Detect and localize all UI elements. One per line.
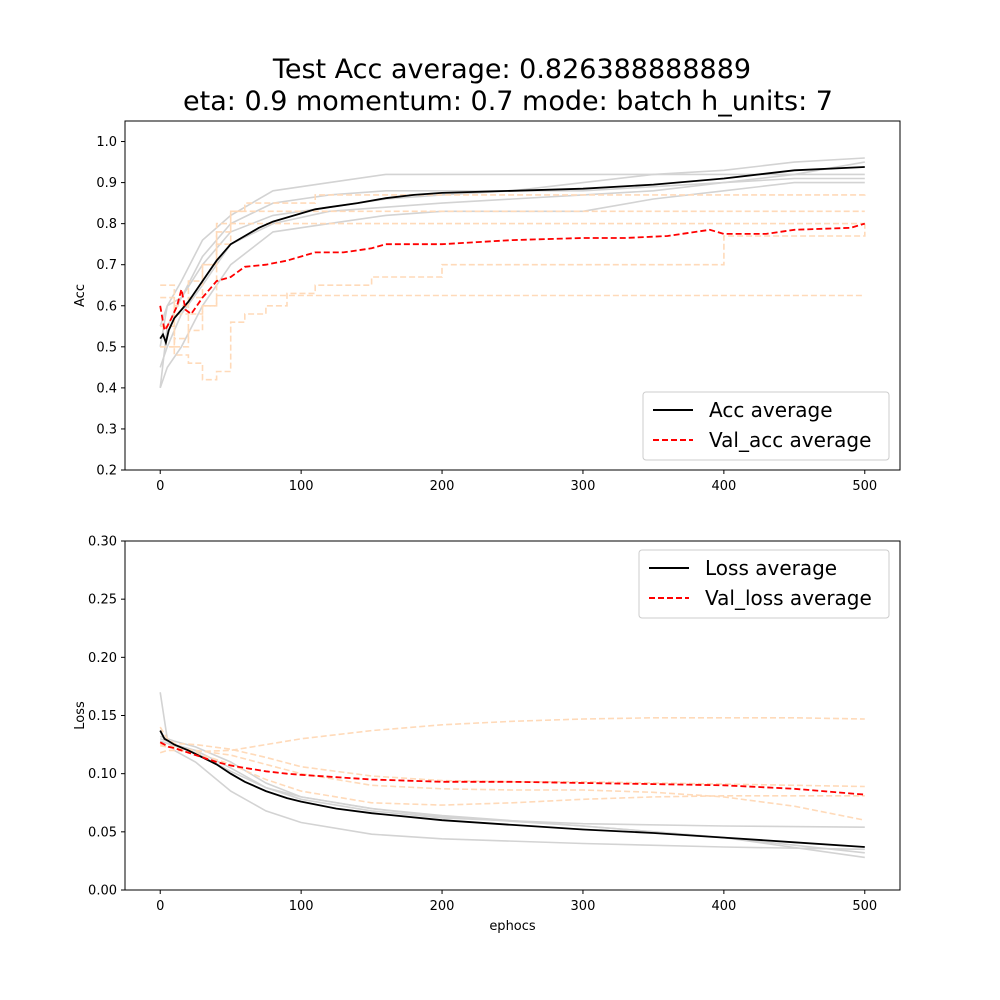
acc-y-tick-label: 0.7 <box>96 258 117 273</box>
acc-chart: 0 100 200 300 400 500 0.2 0.3 0.4 0.5 0.6 0.7 0.8 0.9… <box>73 120 901 494</box>
acc-y-axis-label: Acc <box>73 284 88 307</box>
acc-y-tick-label: 0.4 <box>96 381 117 396</box>
loss-chart: 0 100 200 300 400 500 0.00 0.05 0.10 0.15 0.20 0.25… <box>73 535 901 934</box>
loss-run-train-5-line <box>159 740 865 854</box>
loss-legend-label: Val_loss average <box>705 586 872 610</box>
loss-x-tick-label: 200 <box>430 899 455 914</box>
loss-y-tick-label: 0.30 <box>88 535 117 550</box>
acc-legend-box <box>642 391 890 461</box>
val-acc-average-line <box>159 222 866 333</box>
acc-x-tick-label: 100 <box>289 479 314 494</box>
acc-series-group <box>159 157 866 389</box>
loss-legend: Loss average Val_loss average <box>638 549 890 619</box>
loss-run-val-7-line <box>159 726 865 788</box>
loss-run-val-9-line <box>160 744 865 821</box>
loss-average-line <box>159 730 865 848</box>
acc-x-tick-label: 200 <box>430 479 455 494</box>
loss-y-tick-label: 0.00 <box>88 884 117 899</box>
loss-y-axis-label: Loss <box>73 701 88 730</box>
loss-y-tick-label: 0.15 <box>88 709 117 724</box>
acc-run-val-9-line <box>160 223 866 381</box>
figure-title-line-1: Test Acc average: 0.826388888889 <box>272 54 751 85</box>
acc-x-tick-label: 500 <box>852 479 877 494</box>
acc-x-tick-label: 300 <box>571 479 596 494</box>
acc-y-tick-label: 0.6 <box>96 299 117 314</box>
acc-y-tick-label: 0.2 <box>96 464 117 479</box>
loss-legend-label: Loss average <box>705 556 837 580</box>
val-loss-average-line <box>159 741 865 796</box>
acc-y-tick-label: 0.8 <box>96 217 117 232</box>
loss-y-tick-label: 0.25 <box>88 593 117 608</box>
acc-axes-frame <box>124 120 901 471</box>
loss-series-group <box>159 692 865 859</box>
loss-x-tick-label: 400 <box>711 899 736 914</box>
loss-x-tick-label: 500 <box>852 899 877 914</box>
acc-y-tick-label: 0.3 <box>96 422 117 437</box>
acc-run-train-3-line <box>159 173 865 347</box>
acc-y-tick-label: 0.5 <box>96 340 117 355</box>
loss-y-tick-label: 0.05 <box>88 825 117 840</box>
loss-y-tick-label: 0.20 <box>88 651 117 666</box>
acc-x-tick-label: 400 <box>711 479 736 494</box>
loss-x-tick-label: 300 <box>571 899 596 914</box>
acc-legend-label: Val_acc average <box>709 428 871 452</box>
figure-title-line-2: eta: 0.9 momentum: 0.7 mode: batch h_uni… <box>183 86 833 117</box>
acc-legend-label: Acc average <box>709 398 833 422</box>
loss-x-axis-label: ephocs <box>489 919 536 934</box>
acc-legend: Acc average Val_acc average <box>642 391 890 461</box>
acc-y-tick-label: 0.9 <box>96 176 117 191</box>
acc-x-tick-label: 0 <box>156 479 164 494</box>
loss-y-tick-label: 0.10 <box>88 767 117 782</box>
loss-legend-box <box>638 549 890 619</box>
acc-y-tick-label: 1.0 <box>96 135 117 150</box>
loss-x-tick-label: 100 <box>289 899 314 914</box>
loss-x-tick-label: 0 <box>156 899 164 914</box>
acc-average-line <box>159 166 865 346</box>
